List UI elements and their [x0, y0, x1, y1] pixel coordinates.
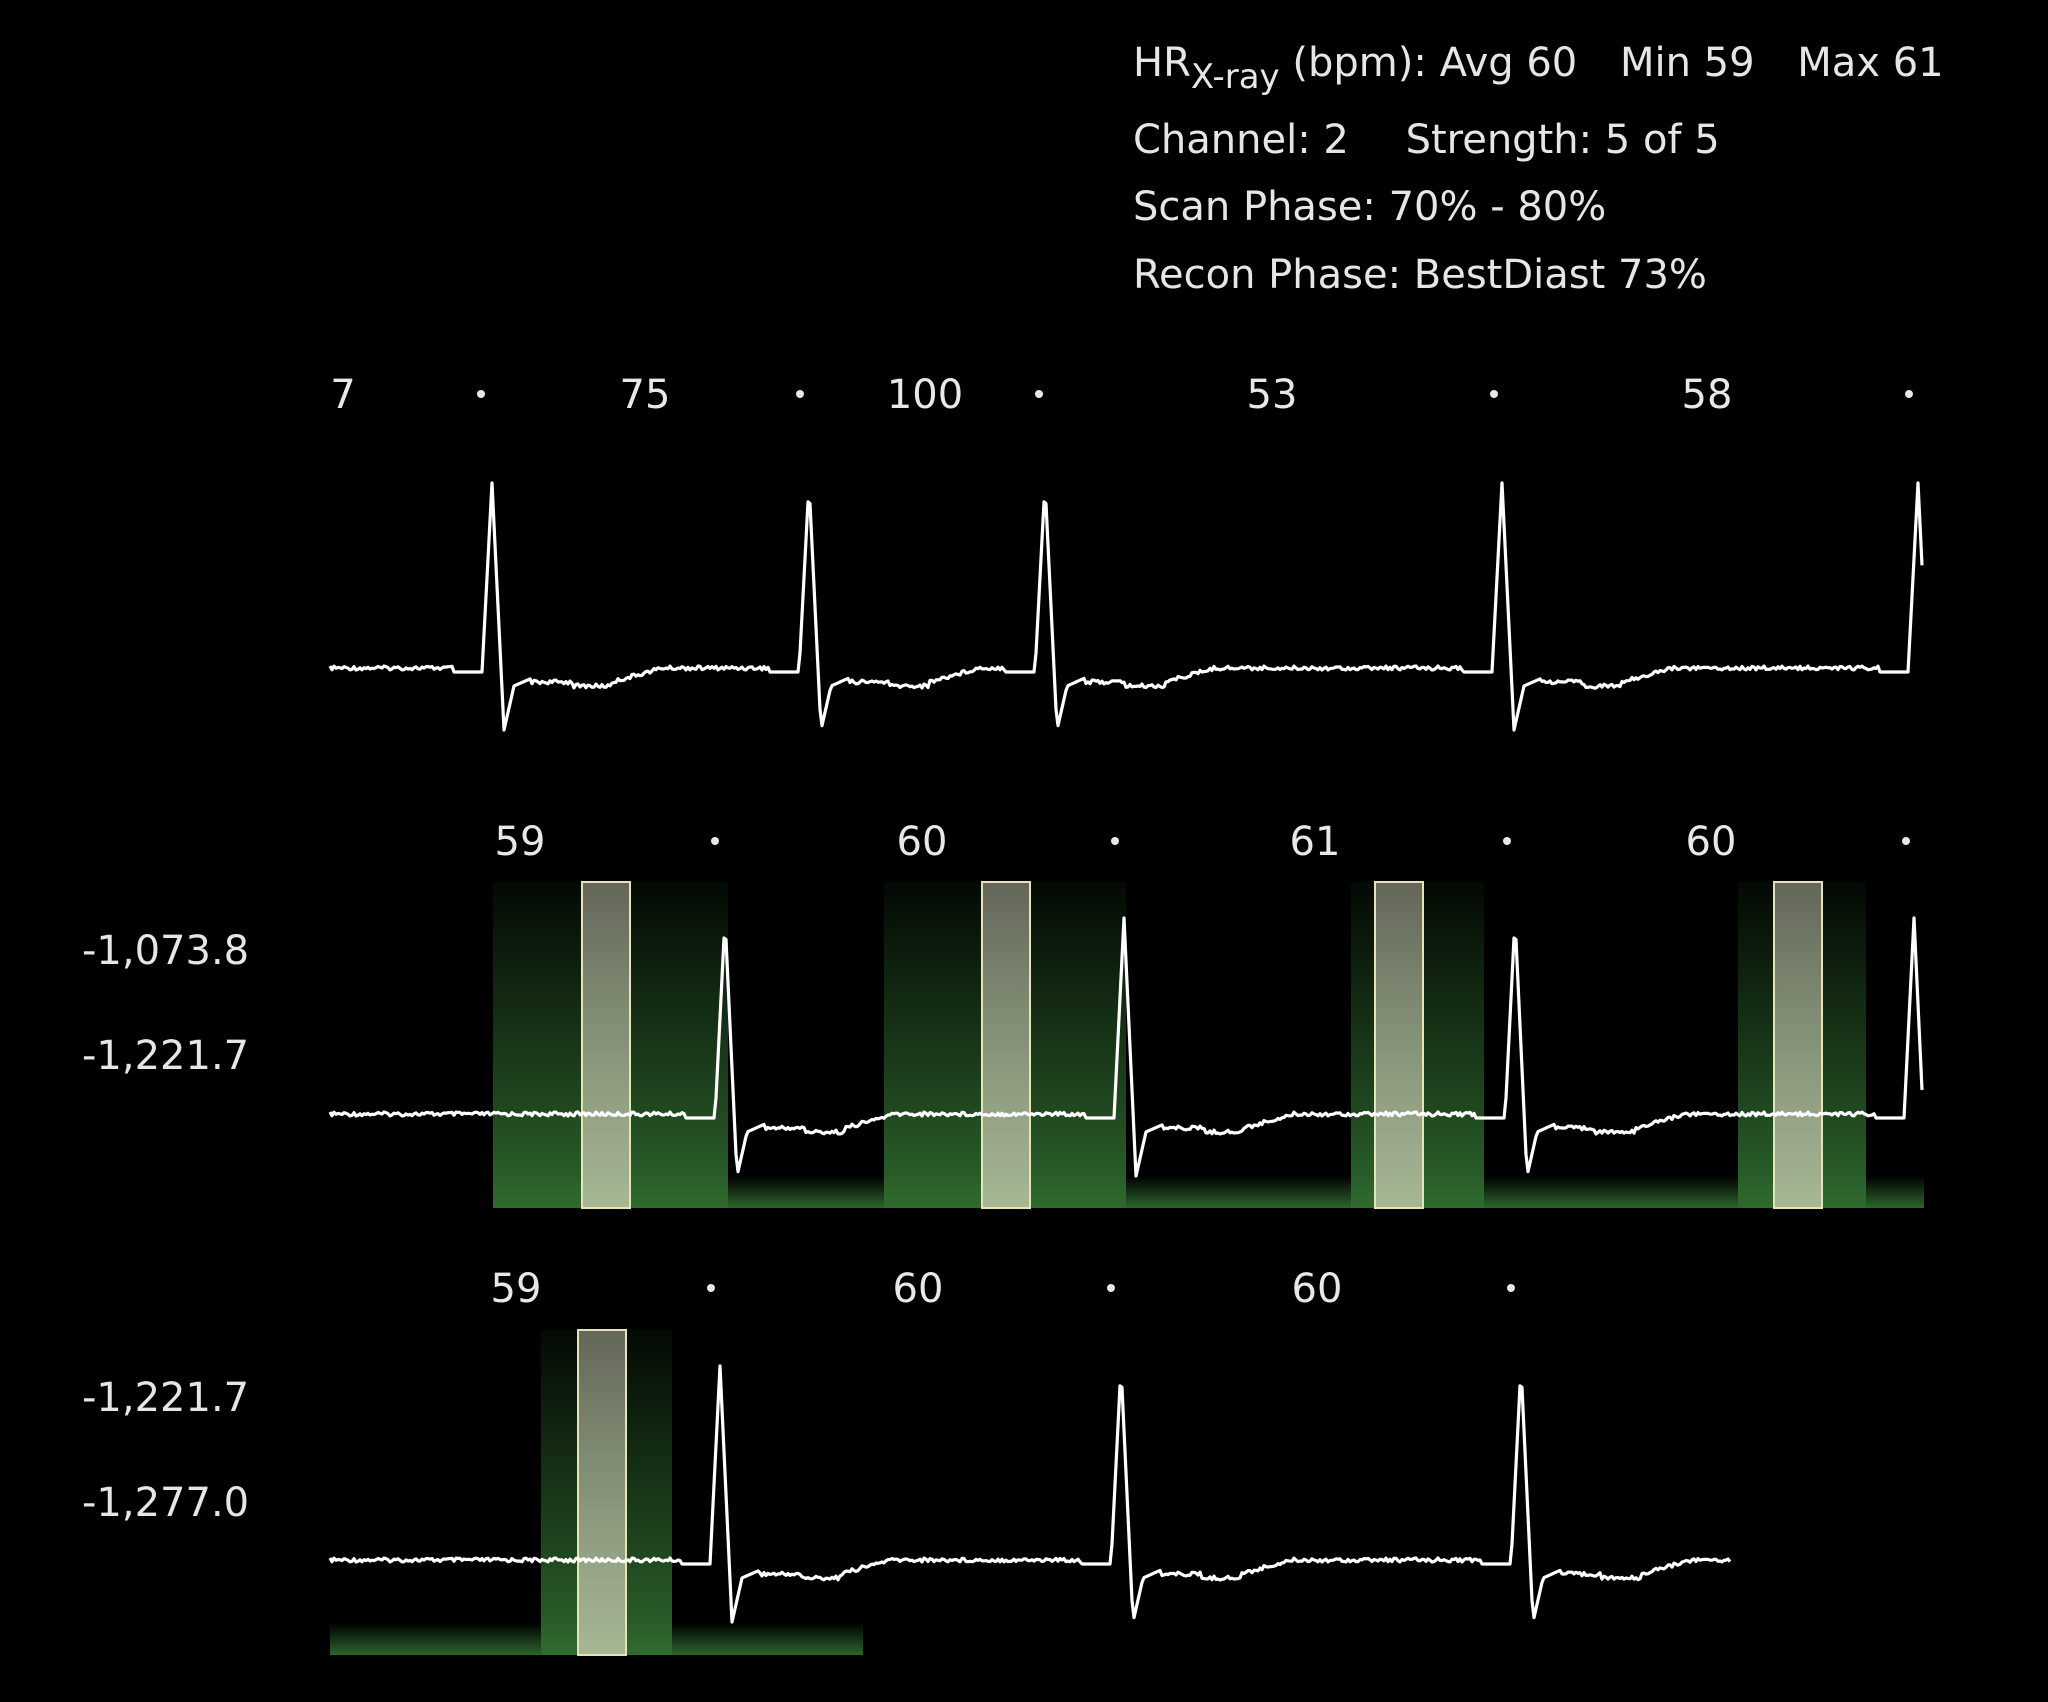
ecg-waveform	[328, 916, 1924, 1178]
hr-max: Max 61	[1797, 40, 1944, 86]
strength-readout: Strength: 5 of 5	[1405, 117, 1720, 163]
rr-interval-label: 53	[1247, 372, 1298, 418]
r-peak-marker	[1490, 390, 1498, 398]
r-peak-marker	[1905, 390, 1913, 398]
strip-3: 59 60 60	[328, 1266, 1732, 1656]
r-peak-marker	[477, 390, 485, 398]
hr-unit: (bpm):	[1292, 40, 1427, 86]
rr-interval-label: 60	[1686, 819, 1737, 865]
r-peak-marker	[1503, 837, 1511, 845]
rr-interval-label: 7	[330, 372, 355, 418]
hr-prefix: HR	[1133, 40, 1191, 86]
hr-min: Min 59	[1619, 40, 1755, 86]
r-peak-marker	[1111, 837, 1119, 845]
r-peak-marker	[707, 1284, 715, 1292]
rr-interval-label: 100	[887, 372, 963, 418]
r-peak-marker	[796, 390, 804, 398]
strip-1: 7 75 100 53 58	[328, 372, 1924, 732]
rr-interval-label: 59	[491, 1266, 542, 1312]
hr-avg: Avg 60	[1439, 40, 1578, 86]
strip-3-y-label-bottom: -1,277.0	[82, 1480, 250, 1526]
strip-2: 59 60 61 60	[328, 819, 1924, 1209]
heart-rate-readout: HRX-ray (bpm): Avg 60 Min 59 Max 61	[1133, 40, 1944, 97]
rr-interval-label: 60	[1292, 1266, 1343, 1312]
r-peak-marker	[1507, 1284, 1515, 1292]
strip-3-y-label-top: -1,221.7	[82, 1375, 250, 1421]
scan-baseline-band	[493, 1176, 1924, 1208]
scan-phase-readout: Scan Phase: 70% - 80%	[1133, 184, 1607, 230]
rr-interval-label: 59	[495, 819, 546, 865]
hr-subscript: X-ray	[1190, 57, 1280, 97]
recon-window	[1374, 881, 1424, 1209]
channel-readout: Channel: 2	[1133, 117, 1349, 163]
r-peak-marker	[711, 837, 719, 845]
recon-window	[577, 1329, 627, 1656]
rr-interval-label: 75	[620, 372, 671, 418]
rr-interval-label: 60	[893, 1266, 944, 1312]
channel-line: Channel: 2 Strength: 5 of 5	[1133, 117, 1720, 163]
rr-interval-label: 61	[1290, 819, 1341, 865]
rr-interval-label: 58	[1682, 372, 1733, 418]
recon-window	[1773, 881, 1823, 1209]
r-peak-marker	[1035, 390, 1043, 398]
r-peak-marker	[1902, 837, 1910, 845]
recon-window	[981, 881, 1031, 1209]
r-peak-marker	[1107, 1284, 1115, 1292]
ecg-waveform	[328, 1364, 1732, 1624]
strip-2-y-label-bottom: -1,221.7	[82, 1033, 250, 1079]
recon-phase-readout: Recon Phase: BestDiast 73%	[1133, 252, 1707, 298]
ecg-waveform	[328, 481, 1924, 732]
strip-2-y-label-top: -1,073.8	[82, 928, 250, 974]
recon-window	[581, 881, 631, 1209]
rr-interval-label: 60	[897, 819, 948, 865]
